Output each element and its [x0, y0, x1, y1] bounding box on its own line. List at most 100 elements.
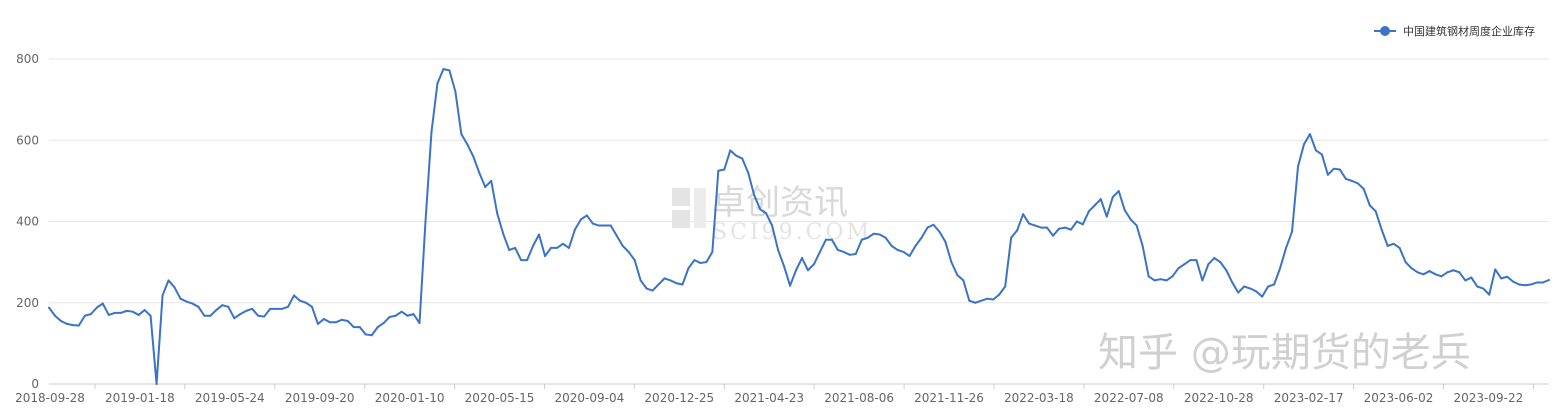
data-point[interactable]	[1231, 281, 1234, 284]
data-point[interactable]	[1326, 173, 1329, 176]
data-point[interactable]	[1338, 168, 1341, 171]
data-point[interactable]	[1237, 291, 1240, 294]
data-point[interactable]	[490, 179, 493, 182]
data-point[interactable]	[1141, 244, 1144, 247]
data-point[interactable]	[753, 194, 756, 197]
data-point[interactable]	[717, 169, 720, 172]
data-point[interactable]	[681, 283, 684, 286]
data-point[interactable]	[502, 232, 505, 235]
data-point[interactable]	[1165, 279, 1168, 282]
data-point[interactable]	[1302, 143, 1305, 146]
data-point[interactable]	[950, 261, 953, 264]
data-point[interactable]	[795, 269, 798, 272]
data-point[interactable]	[1010, 236, 1013, 239]
data-point[interactable]	[699, 261, 702, 264]
data-point[interactable]	[1153, 279, 1156, 282]
data-point[interactable]	[687, 267, 690, 270]
data-point[interactable]	[1105, 215, 1108, 218]
data-point[interactable]	[77, 324, 80, 327]
data-point[interactable]	[1046, 226, 1049, 229]
data-point[interactable]	[1195, 259, 1198, 262]
data-point[interactable]	[185, 300, 188, 303]
data-point[interactable]	[376, 326, 379, 329]
data-point[interactable]	[1016, 229, 1019, 232]
data-point[interactable]	[735, 154, 738, 157]
data-point[interactable]	[1075, 220, 1078, 223]
data-point[interactable]	[1022, 213, 1025, 216]
data-point[interactable]	[705, 261, 708, 264]
data-point[interactable]	[412, 313, 415, 316]
data-point[interactable]	[1314, 149, 1317, 152]
data-point[interactable]	[125, 309, 128, 312]
data-point[interactable]	[424, 220, 427, 223]
data-point[interactable]	[1093, 204, 1096, 207]
data-point[interactable]	[275, 307, 278, 310]
data-point[interactable]	[1416, 271, 1419, 274]
data-point[interactable]	[227, 305, 230, 308]
data-point[interactable]	[287, 305, 290, 308]
data-point[interactable]	[1392, 242, 1395, 245]
data-point[interactable]	[520, 259, 523, 262]
data-point[interactable]	[1123, 209, 1126, 212]
data-point[interactable]	[980, 299, 983, 302]
data-point[interactable]	[1171, 275, 1174, 278]
data-point[interactable]	[281, 307, 284, 310]
legend[interactable]: 中国建筑钢材周度企业库存	[1374, 24, 1535, 38]
data-point[interactable]	[1332, 167, 1335, 170]
data-point[interactable]	[998, 293, 1001, 296]
data-point[interactable]	[466, 143, 469, 146]
data-point[interactable]	[1506, 275, 1509, 278]
data-point[interactable]	[585, 214, 588, 217]
data-point[interactable]	[1183, 263, 1186, 266]
data-point[interactable]	[1374, 210, 1377, 213]
data-point[interactable]	[167, 279, 170, 282]
data-point[interactable]	[418, 322, 421, 325]
data-point[interactable]	[878, 233, 881, 236]
data-point[interactable]	[1356, 182, 1359, 185]
data-point[interactable]	[1410, 267, 1413, 270]
data-point[interactable]	[579, 218, 582, 221]
data-point[interactable]	[573, 228, 576, 231]
data-point[interactable]	[1476, 285, 1479, 288]
data-point[interactable]	[544, 255, 547, 258]
data-point[interactable]	[113, 311, 116, 314]
data-point[interactable]	[233, 317, 236, 320]
data-point[interactable]	[1177, 267, 1180, 270]
data-point[interactable]	[789, 284, 792, 287]
data-point[interactable]	[107, 313, 110, 316]
data-point[interactable]	[1404, 261, 1407, 264]
data-point[interactable]	[1297, 165, 1299, 168]
data-point[interactable]	[884, 236, 887, 239]
data-point[interactable]	[1308, 133, 1311, 136]
data-point[interactable]	[1225, 269, 1228, 272]
data-point[interactable]	[352, 326, 355, 329]
data-point[interactable]	[406, 314, 409, 317]
data-point[interactable]	[693, 259, 696, 262]
data-point[interactable]	[1482, 287, 1485, 290]
data-point[interactable]	[538, 233, 541, 236]
data-point[interactable]	[322, 318, 325, 320]
data-point[interactable]	[1249, 287, 1252, 290]
data-point[interactable]	[932, 223, 935, 226]
data-point[interactable]	[203, 314, 206, 317]
data-point[interactable]	[215, 309, 218, 312]
data-point[interactable]	[1273, 283, 1276, 286]
data-point[interactable]	[1255, 290, 1258, 293]
data-point[interactable]	[484, 185, 487, 188]
data-point[interactable]	[806, 269, 809, 272]
data-point[interactable]	[836, 248, 839, 251]
data-point[interactable]	[1362, 188, 1365, 190]
data-point[interactable]	[765, 212, 768, 215]
data-point[interactable]	[1117, 190, 1120, 193]
data-point[interactable]	[603, 224, 606, 227]
data-point[interactable]	[1440, 275, 1443, 278]
data-point[interactable]	[1099, 198, 1102, 201]
data-point[interactable]	[1069, 228, 1072, 231]
data-point[interactable]	[155, 383, 158, 385]
data-point[interactable]	[1040, 226, 1043, 229]
data-point[interactable]	[472, 155, 475, 158]
data-point[interactable]	[1428, 270, 1431, 273]
data-point[interactable]	[896, 248, 899, 251]
data-point[interactable]	[197, 305, 200, 308]
data-point[interactable]	[1279, 267, 1282, 270]
